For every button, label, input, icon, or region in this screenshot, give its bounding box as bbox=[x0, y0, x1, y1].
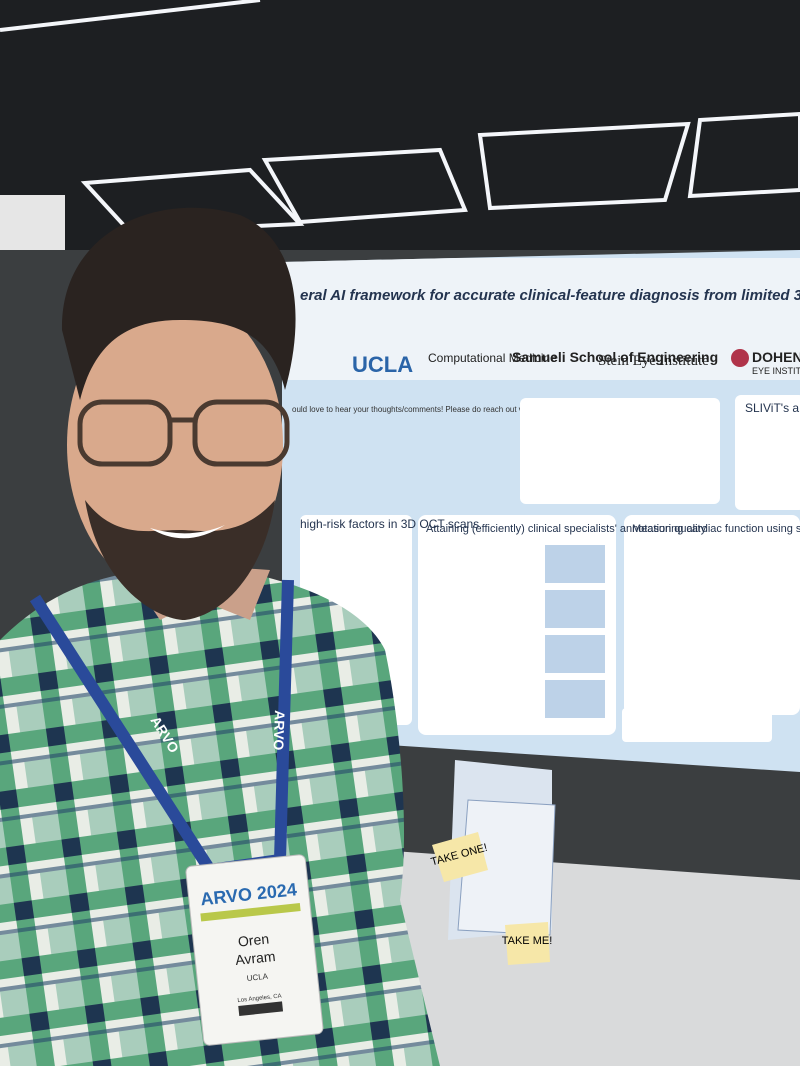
badge-location: Los Angeles, CA bbox=[237, 993, 282, 1004]
lanyard-text: ARVO bbox=[271, 710, 288, 751]
badge-affiliation: UCLA bbox=[246, 972, 269, 983]
badge-last-name: Avram bbox=[234, 948, 276, 968]
sticky-note-text: TAKE ME! bbox=[502, 935, 553, 947]
poster-title: eral AI framework for accurate clinical-… bbox=[300, 287, 800, 304]
badge: ARVO 2024 Oren Avram UCLA Los Angeles, C… bbox=[185, 854, 324, 1046]
section-heading: SLIViT's a bbox=[745, 401, 799, 415]
logo: Stein Eye Institute bbox=[598, 353, 709, 369]
person: ARVO ARVO bbox=[0, 207, 440, 1066]
poster-note: ould love to hear your thoughts/comments… bbox=[292, 405, 553, 414]
table bbox=[380, 850, 800, 1066]
ceiling-lights bbox=[0, 0, 800, 235]
logo: DOHEN bbox=[752, 349, 800, 365]
logo: Samueli School of Engineering bbox=[512, 349, 718, 365]
sticky-note: TAKE ME! bbox=[502, 922, 553, 965]
logo: UCLA bbox=[352, 352, 413, 377]
section-heading: Attaining (efficiently) clinical special… bbox=[426, 523, 707, 535]
logo: Computational Medicine bbox=[428, 351, 557, 365]
section-heading: Measuring cardiac function using sparsel… bbox=[632, 523, 800, 535]
section-heading: high-risk factors in 3D OCT scans bbox=[300, 517, 479, 531]
logo: EYE INSTITU bbox=[752, 366, 800, 376]
badge-first-name: Oren bbox=[237, 930, 270, 949]
sticky-note: TAKE ONE! bbox=[430, 832, 489, 882]
